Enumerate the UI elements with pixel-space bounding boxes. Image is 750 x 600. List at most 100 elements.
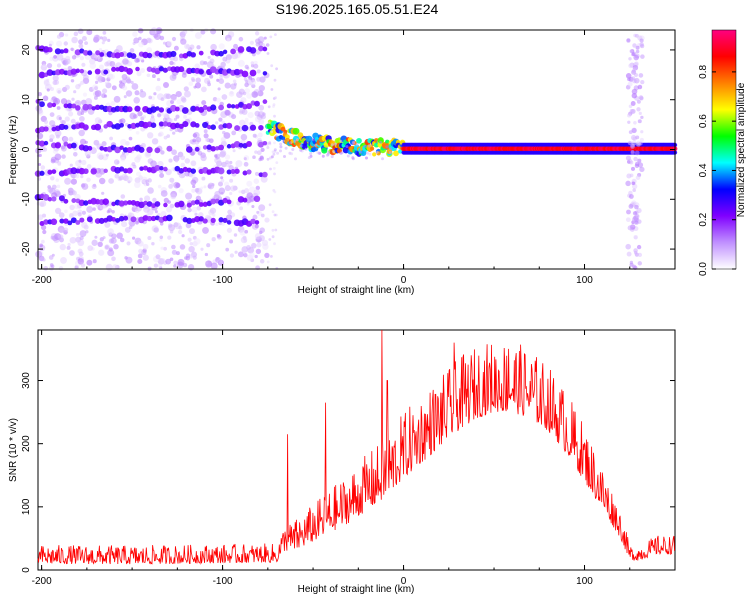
heatmap-cell	[209, 74, 214, 79]
heatmap-cell	[158, 107, 165, 113]
heatmap-cell	[39, 243, 43, 248]
heatmap-cell	[87, 245, 94, 251]
heatmap-cell	[135, 171, 142, 177]
heatmap-cell	[254, 171, 260, 176]
heatmap-cell	[126, 167, 133, 174]
heatmap-cell	[224, 154, 231, 160]
heatmap-cell	[78, 167, 86, 175]
heatmap-cell	[167, 235, 172, 240]
heatmap-cell	[625, 243, 631, 250]
heatmap-cell	[178, 200, 185, 208]
heatmap-cell	[87, 50, 93, 56]
heatmap-cell	[295, 138, 299, 142]
heatmap-cell	[271, 235, 275, 239]
heatmap-cell	[55, 178, 60, 182]
heatmap-cell	[183, 114, 187, 119]
heatmap-cell	[194, 32, 202, 40]
heatmap-cell	[153, 227, 159, 233]
heatmap-cell	[182, 166, 188, 172]
heatmap-cell	[168, 158, 173, 163]
heatmap-cell	[94, 80, 99, 85]
heatmap-cell	[142, 254, 149, 261]
heatmap-cell	[635, 49, 640, 54]
heatmap-cell	[190, 105, 197, 112]
heatmap-cell	[316, 151, 320, 155]
heatmap-cell	[74, 173, 80, 179]
heatmap-cell	[223, 132, 231, 139]
heatmap-cell	[196, 45, 201, 50]
heatmap-cell	[48, 255, 54, 260]
heatmap-cell	[250, 61, 255, 65]
heatmap-cell	[273, 242, 276, 246]
heatmap-cell	[146, 146, 153, 153]
heatmap-cell	[224, 109, 231, 116]
heatmap-cell	[188, 245, 195, 253]
heatmap-cell	[152, 197, 157, 203]
heatmap-cell	[58, 195, 65, 202]
heatmap-cell	[210, 124, 217, 131]
heatmap-cell	[119, 52, 125, 57]
snr-y-axis-label: SNR (10 * v/v)	[8, 418, 19, 482]
heatmap-cell	[58, 266, 64, 271]
heatmap-cell	[48, 43, 52, 47]
heatmap-cell	[633, 156, 638, 162]
heatmap-cell	[102, 198, 109, 205]
heatmap-cell	[160, 246, 164, 250]
heatmap-cell	[169, 60, 174, 66]
heatmap-cell	[195, 77, 201, 83]
heatmap-cell	[173, 155, 180, 162]
heatmap-cell	[377, 137, 384, 144]
heatmap-cell	[63, 41, 68, 46]
heatmap-cell	[59, 218, 65, 224]
heatmap-cell	[333, 142, 337, 146]
heatmap-cell	[631, 264, 637, 269]
heatmap-cell	[632, 188, 636, 192]
heatmap-cell	[206, 61, 214, 69]
heatmap-cell	[95, 104, 101, 110]
heatmap-cell	[636, 244, 642, 250]
spectrogram-y-axis-label: Frequency (Hz)	[8, 116, 19, 185]
heatmap-cell	[203, 129, 208, 134]
heatmap-cell	[630, 166, 636, 171]
heatmap-cell	[58, 123, 66, 131]
heatmap-cell	[225, 247, 230, 252]
heatmap-cell	[629, 49, 633, 53]
heatmap-cell	[235, 160, 243, 168]
heatmap-cell	[180, 38, 187, 45]
heatmap-cell	[154, 210, 158, 214]
heatmap-cell	[193, 238, 201, 245]
heatmap-cell	[203, 77, 211, 84]
heatmap-cell	[131, 162, 136, 167]
heatmap-cell	[81, 36, 87, 41]
heatmap-cell	[113, 95, 121, 103]
heatmap-cell	[637, 119, 642, 124]
heatmap-cell	[257, 141, 264, 148]
heatmap-cell	[42, 229, 47, 235]
heatmap-cell	[274, 33, 277, 36]
heatmap-cell	[103, 69, 109, 75]
heatmap-cell	[626, 251, 632, 257]
heatmap-cell	[358, 150, 362, 154]
colorbar-tick-label: 0.4	[698, 163, 709, 177]
heatmap-cell	[94, 90, 102, 97]
heatmap-cell	[119, 237, 125, 243]
heatmap-cell	[155, 27, 163, 34]
heatmap-cell	[63, 227, 69, 233]
heatmap-cell	[138, 146, 145, 153]
heatmap-cell	[59, 243, 66, 251]
heatmap-cell	[64, 209, 68, 214]
heatmap-cell	[126, 241, 131, 246]
heatmap-cell	[262, 171, 268, 178]
heatmap-cell	[105, 245, 109, 249]
heatmap-cell	[74, 203, 80, 210]
heatmap-cell	[158, 121, 164, 127]
heatmap-cell	[635, 214, 640, 218]
heatmap-cell	[79, 116, 85, 122]
heatmap-cell	[252, 214, 258, 220]
heatmap-cell	[94, 123, 102, 131]
heatmap-cell	[146, 132, 154, 139]
heatmap-cell	[273, 172, 276, 176]
heatmap-cell	[86, 259, 93, 266]
y-tick-label: 300	[21, 372, 32, 389]
heatmap-cell	[273, 190, 277, 194]
